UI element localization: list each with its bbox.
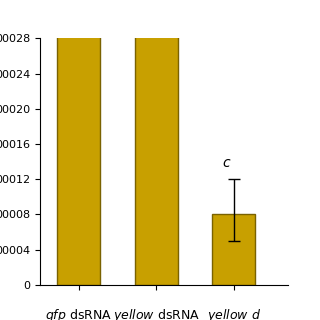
Bar bbox=[57, 0, 100, 285]
Bar bbox=[135, 0, 178, 285]
Text: c: c bbox=[222, 156, 230, 170]
Text: $\it{gfp}$ dsRNA: $\it{gfp}$ dsRNA bbox=[45, 307, 112, 320]
Text: $\it{yellow}$ dsRNA: $\it{yellow}$ dsRNA bbox=[113, 307, 200, 320]
Text: $\it{yellow\ d}$: $\it{yellow\ d}$ bbox=[207, 307, 261, 320]
Bar bbox=[212, 214, 255, 285]
